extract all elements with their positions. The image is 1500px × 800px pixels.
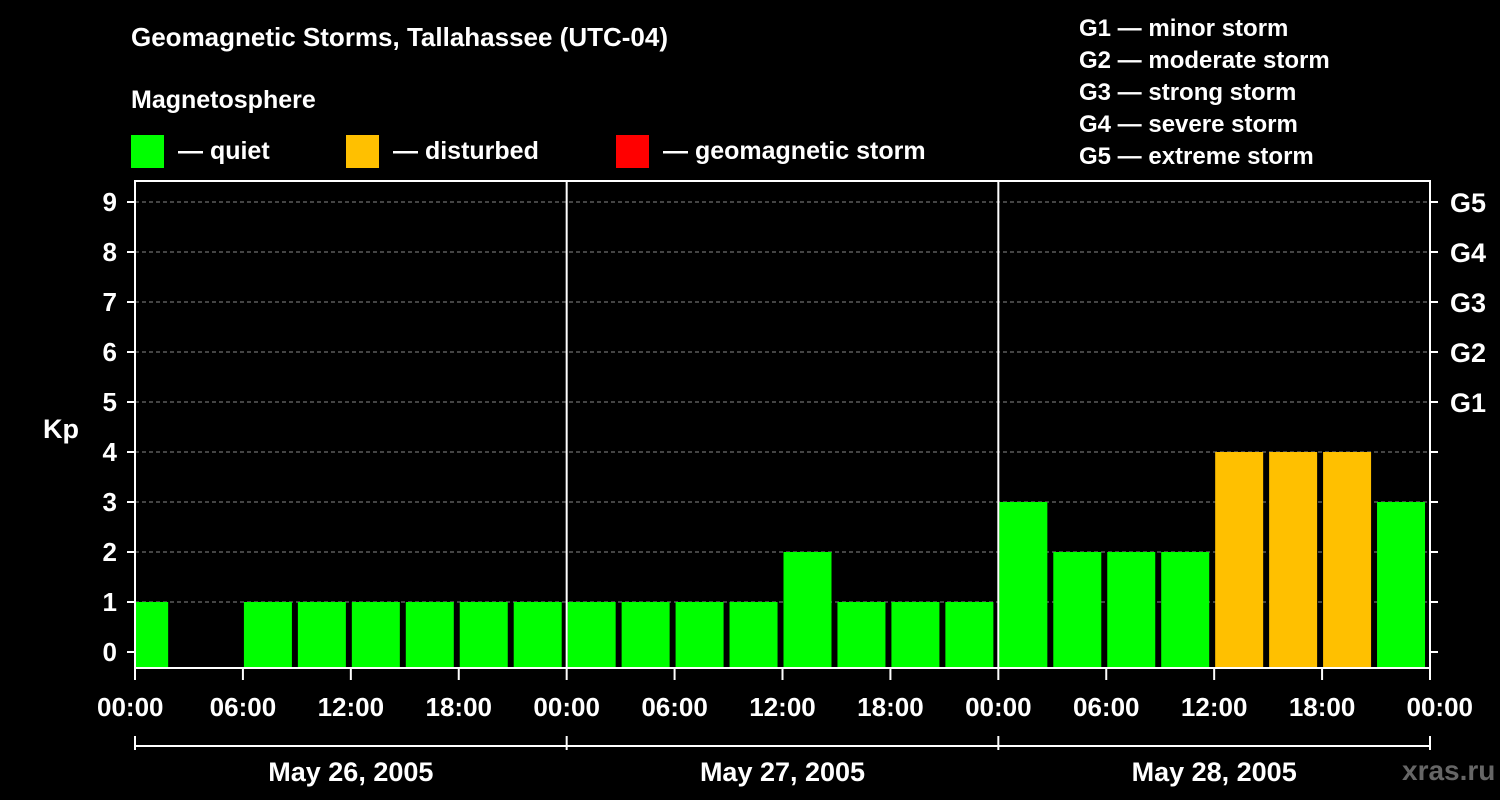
bar-12 bbox=[783, 552, 832, 668]
ytick-label-2: 2 bbox=[103, 537, 117, 567]
bar-9 bbox=[621, 602, 670, 668]
legend-item-quiet: — quiet bbox=[131, 134, 270, 168]
chart-title: Geomagnetic Storms, Tallahassee (UTC-04) bbox=[131, 22, 669, 52]
xtick-label-1: 06:00 bbox=[210, 692, 277, 722]
g-label-G1: G1 bbox=[1450, 388, 1486, 418]
g-scale-g2: G2 — moderate storm bbox=[1079, 47, 1330, 74]
legend-label-disturbed: — disturbed bbox=[393, 136, 539, 165]
xtick-label-12: 00:00 bbox=[1407, 692, 1474, 722]
g-scale-g4: G4 — severe storm bbox=[1079, 111, 1298, 138]
xtick-label-11: 18:00 bbox=[1289, 692, 1356, 722]
ytick-label-7: 7 bbox=[103, 287, 117, 317]
y-axis-label: Kp bbox=[43, 414, 79, 444]
bar-16 bbox=[999, 502, 1048, 668]
bar-0 bbox=[136, 602, 169, 668]
bar-3 bbox=[297, 602, 346, 668]
ytick-label-5: 5 bbox=[103, 387, 117, 417]
ytick-label-0: 0 bbox=[103, 637, 117, 667]
bar-19 bbox=[1161, 552, 1210, 668]
day-label-1: May 27, 2005 bbox=[700, 757, 865, 787]
xtick-label-9: 06:00 bbox=[1073, 692, 1140, 722]
xtick-label-4: 00:00 bbox=[533, 692, 600, 722]
g-scale-legend: G1 — minor storm G2 — moderate storm G3 … bbox=[1079, 14, 1330, 174]
bar-2 bbox=[243, 602, 292, 668]
g-label-G5: G5 bbox=[1450, 188, 1486, 218]
legend-swatch-disturbed bbox=[346, 134, 379, 168]
xtick-label-2: 12:00 bbox=[318, 692, 385, 722]
g-scale-g1: G1 — minor storm bbox=[1079, 15, 1289, 42]
legend-item-storm: — geomagnetic storm bbox=[616, 134, 926, 168]
bar-4 bbox=[351, 602, 400, 668]
legend-label-storm: — geomagnetic storm bbox=[663, 136, 926, 165]
day-label-2: May 28, 2005 bbox=[1132, 757, 1297, 787]
xtick-label-6: 12:00 bbox=[749, 692, 816, 722]
bar-22 bbox=[1323, 452, 1372, 668]
xtick-label-8: 00:00 bbox=[965, 692, 1032, 722]
legend-heading: Magnetosphere bbox=[131, 86, 316, 114]
legend-swatch-storm bbox=[616, 134, 649, 168]
bar-17 bbox=[1053, 552, 1102, 668]
bar-14 bbox=[891, 602, 940, 668]
ytick-label-3: 3 bbox=[103, 487, 117, 517]
bar-7 bbox=[513, 602, 562, 668]
legend-swatch-quiet bbox=[131, 134, 164, 168]
g-scale-g3: G3 — strong storm bbox=[1079, 79, 1297, 106]
bar-10 bbox=[675, 602, 724, 668]
g-label-G2: G2 bbox=[1450, 338, 1486, 368]
xtick-label-5: 06:00 bbox=[641, 692, 708, 722]
xtick-label-3: 18:00 bbox=[426, 692, 493, 722]
ytick-label-6: 6 bbox=[103, 337, 117, 367]
legend-label-quiet: — quiet bbox=[178, 136, 270, 165]
bar-15 bbox=[945, 602, 994, 668]
g-label-G4: G4 bbox=[1450, 238, 1486, 268]
ytick-label-8: 8 bbox=[103, 237, 117, 267]
g-scale-g5: G5 — extreme storm bbox=[1079, 143, 1314, 170]
bar-5 bbox=[405, 602, 454, 668]
legend-item-disturbed: — disturbed bbox=[346, 134, 539, 168]
ytick-label-4: 4 bbox=[103, 437, 118, 467]
bar-8 bbox=[567, 602, 616, 668]
bar-6 bbox=[459, 602, 508, 668]
bar-18 bbox=[1107, 552, 1156, 668]
xtick-label-10: 12:00 bbox=[1181, 692, 1248, 722]
bar-11 bbox=[729, 602, 778, 668]
watermark: xras.ru bbox=[1402, 755, 1496, 786]
day-label-0: May 26, 2005 bbox=[268, 757, 433, 787]
g-label-G3: G3 bbox=[1450, 288, 1486, 318]
xtick-label-0: 00:00 bbox=[97, 692, 164, 722]
bar-21 bbox=[1269, 452, 1318, 668]
ytick-label-1: 1 bbox=[103, 587, 117, 617]
bar-20 bbox=[1215, 452, 1264, 668]
bar-13 bbox=[837, 602, 886, 668]
xtick-label-7: 18:00 bbox=[857, 692, 924, 722]
bar-23 bbox=[1377, 502, 1426, 668]
ytick-label-9: 9 bbox=[103, 187, 117, 217]
